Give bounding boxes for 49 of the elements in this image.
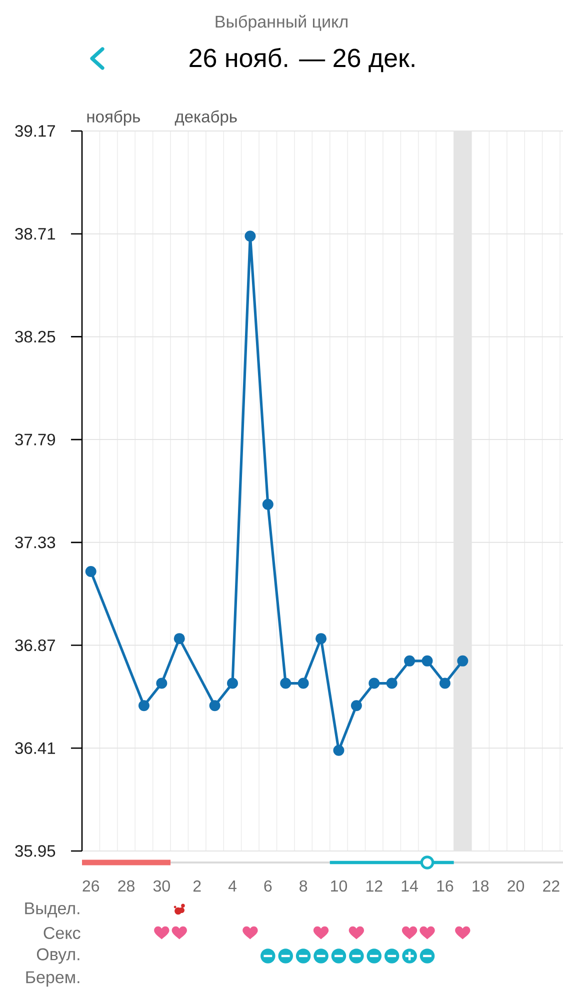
point [439,678,450,689]
x-tick-label: 8 [300,880,308,892]
y-tick-label: 38.71 [15,228,55,240]
point [262,498,274,510]
x-tick-label: 2 [193,880,201,892]
x-tick-label: 26 [82,880,100,892]
text: Секс [44,926,80,940]
x-tick-label: 18 [472,880,489,892]
x-tick-label: 12 [366,880,382,892]
x-tick-label: 4 [228,880,236,892]
x-tick-label: 20 [508,880,524,892]
point [386,678,398,689]
point [280,678,292,689]
point [316,633,327,644]
point [244,230,256,242]
chart-title: 26 нояб. — 26 дек. [190,48,414,72]
point [85,566,96,577]
point [350,700,362,712]
y-tick-label: 36.41 [15,742,55,754]
y-tick-label: 36.87 [15,639,55,652]
point [156,678,168,689]
point [333,744,344,756]
text: ноябрь [87,110,140,126]
x-tick-label: 6 [264,880,272,892]
text: Овул. [36,948,80,964]
point [209,700,220,712]
point [298,678,309,689]
x-tick-label: 28 [118,880,134,892]
x-tick-label: 14 [402,880,418,892]
point [174,633,185,644]
y-tick-label: 39.17 [15,125,55,137]
x-tick-label: 10 [331,880,348,892]
point [226,678,238,689]
point [457,655,468,666]
point [368,678,380,689]
y-tick-label: 35.95 [15,845,56,857]
y-tick-label: 37.79 [15,434,56,446]
point [422,655,433,666]
chart-subtitle: Выбранный цикл [216,14,348,32]
x-tick-label: 16 [437,880,454,892]
x-tick-label: 30 [153,880,170,892]
point [404,655,416,666]
y-tick-label: 37.33 [15,536,56,548]
y-tick-label: 38.25 [15,330,56,343]
x-tick-label: 22 [543,880,560,892]
text: Выдел. [25,902,80,918]
point [138,700,150,712]
text: Берем. [26,971,80,987]
text: декабрь [174,110,237,126]
